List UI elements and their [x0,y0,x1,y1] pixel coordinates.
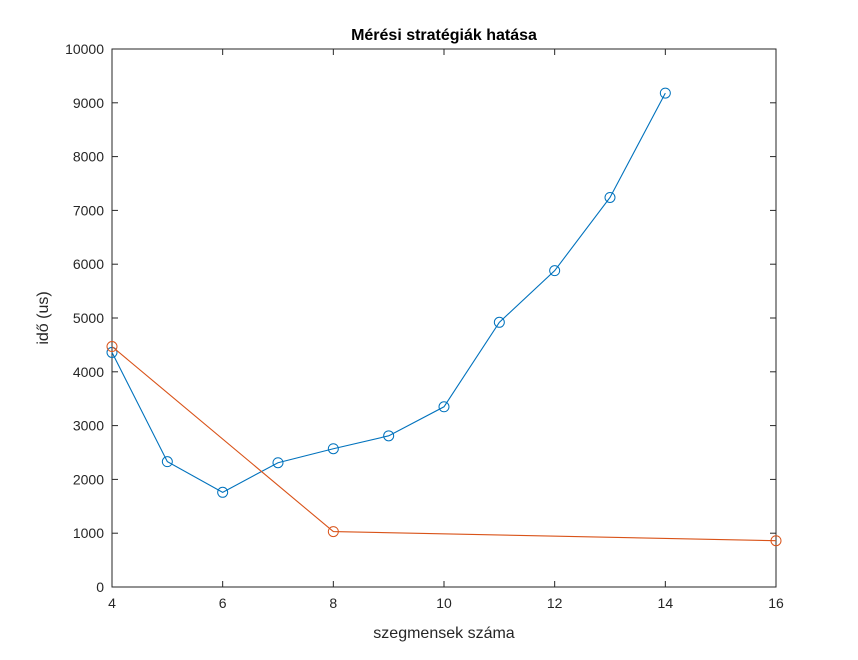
x-tick-label: 10 [436,595,452,611]
data-series [106,87,782,547]
plot-axes [111,48,777,588]
x-tick-label: 4 [108,595,116,611]
series-1-point [549,265,561,277]
x-tick-label: 16 [768,595,784,611]
series-2-line [111,346,777,542]
y-tick-label: 5000 [73,310,104,326]
series-2-point [327,526,339,538]
plot-box [111,48,777,588]
chart-title: Mérési stratégiák hatása [351,27,537,44]
x-tick-label: 6 [219,595,227,611]
series-1-point [438,401,450,413]
series-2-point [106,341,118,353]
series-1-point [659,87,671,99]
y-tick-label: 9000 [73,95,104,111]
y-tick-label: 0 [96,579,104,595]
x-tick-label: 12 [547,595,563,611]
series-2-point [770,535,782,547]
y-tick-label: 7000 [73,202,104,218]
series-1-point [272,457,284,469]
series-1-point [383,430,395,442]
series-1-point [217,486,229,498]
y-tick-label: 3000 [73,418,104,434]
y-tick-label: 2000 [73,471,104,487]
series-1-line [111,92,666,493]
y-tick-label: 6000 [73,256,104,272]
series-1-point [604,191,616,203]
x-tick-label: 14 [658,595,674,611]
axis-ticks: 4 6 8 10 12 14 16 0 1000 2000 3000 4000 5000 6000 7000… [65,41,784,611]
y-tick-label: 8000 [73,149,104,165]
series-1-point [161,456,173,468]
series-1-point [106,346,118,358]
y-tick-label: 1000 [73,525,104,541]
x-tick-label: 8 [329,595,337,611]
y-axis-label: idő (us) [35,291,52,344]
series-1-point [493,316,505,328]
y-tick-label: 4000 [73,364,104,380]
x-axis-label: szegmensek száma [373,625,514,642]
y-tick-label: 10000 [65,41,104,57]
series-1-point [327,443,339,455]
